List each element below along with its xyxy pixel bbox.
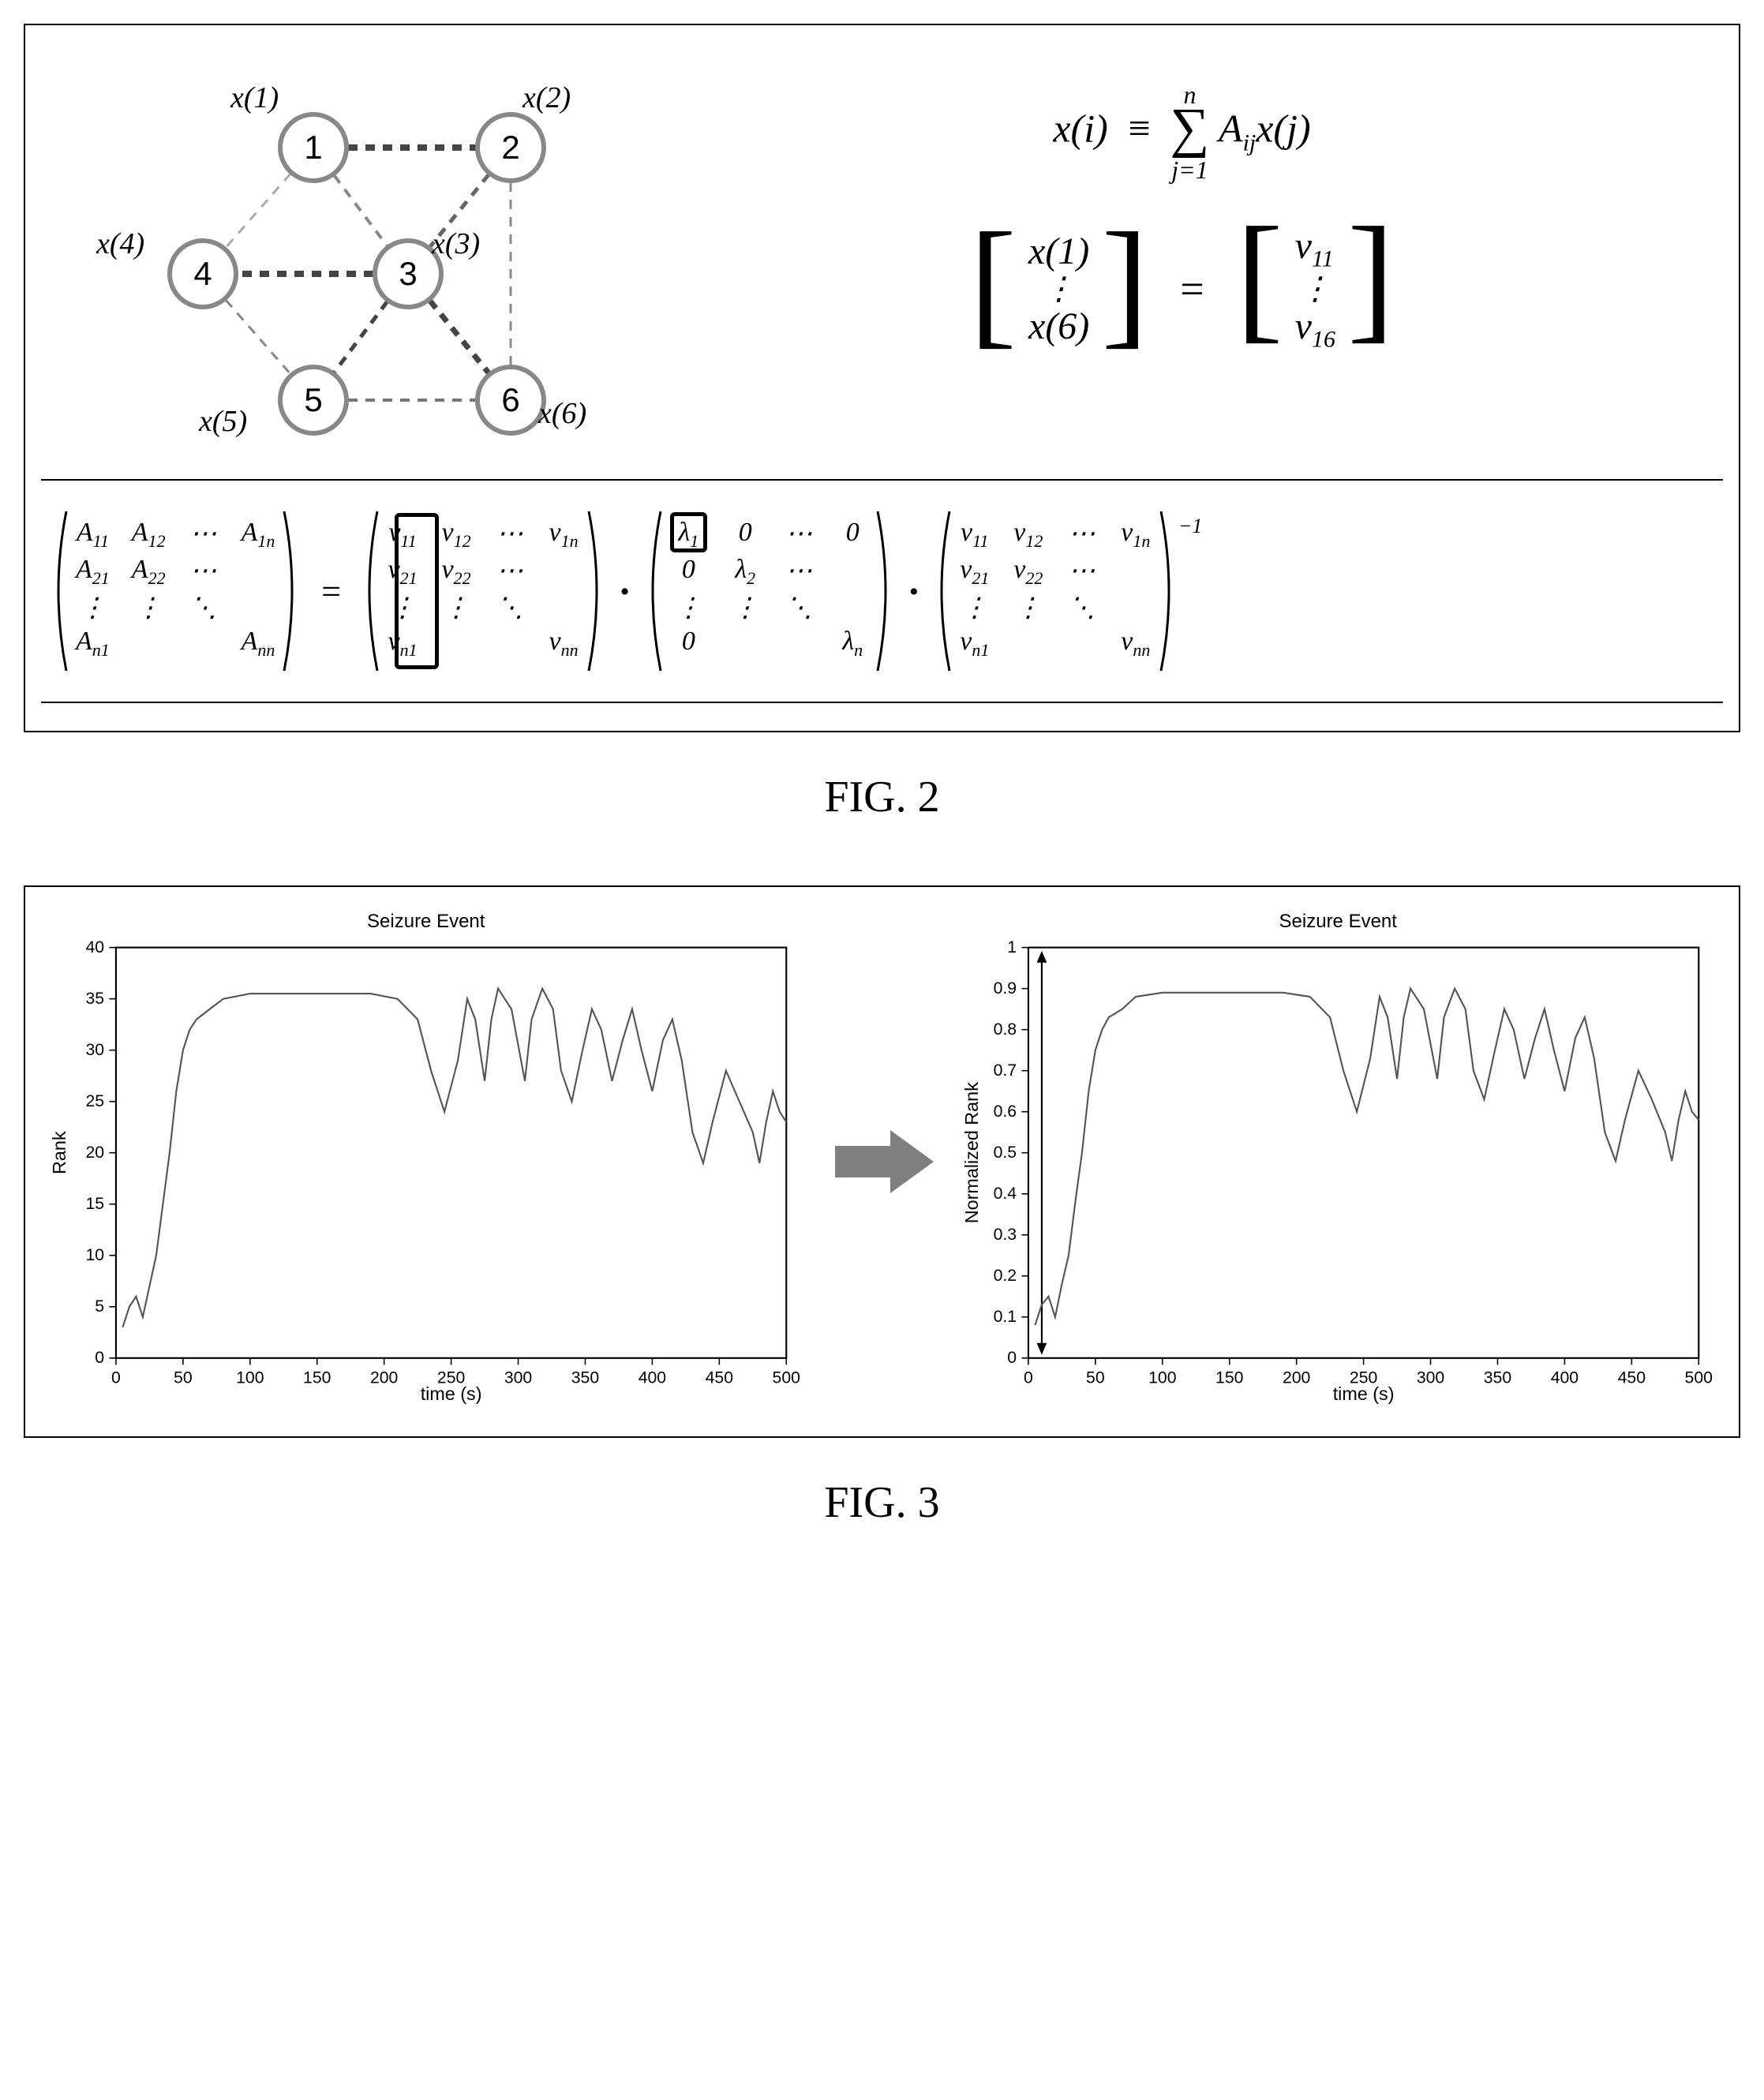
svg-text:50: 50 xyxy=(174,1369,193,1387)
equiv-sign: ≡ xyxy=(1125,106,1152,150)
svg-text:20: 20 xyxy=(85,1144,104,1162)
right-vector: [ v11 ⋮ v16 ] xyxy=(1236,216,1395,361)
svg-text:1: 1 xyxy=(1007,939,1017,956)
figure-2-container: 1x(1)2x(2)3x(3)4x(4)5x(5)6x(6) x(i) ≡ n … xyxy=(24,24,1740,732)
svg-text:200: 200 xyxy=(370,1369,398,1387)
svg-text:400: 400 xyxy=(639,1369,666,1387)
svg-text:10: 10 xyxy=(85,1246,104,1264)
svg-text:0.6: 0.6 xyxy=(993,1102,1017,1121)
left-chart: Seizure Event 05010015020025030035040045… xyxy=(49,911,803,1413)
right-chart-title: Seizure Event xyxy=(961,911,1716,933)
v16-entry: v16 xyxy=(1295,305,1335,354)
bracket-right-icon: ] xyxy=(1347,216,1395,361)
left-chart-svg: 0501001502002503003504004505000510152025… xyxy=(49,939,803,1409)
sum-lower: j=1 xyxy=(1170,155,1210,185)
sum-term-sub: ij xyxy=(1243,129,1257,155)
fig3-caption: FIG. 3 xyxy=(24,1477,1740,1528)
svg-text:200: 200 xyxy=(1282,1369,1309,1387)
fig2-top-row: 1x(1)2x(2)3x(3)4x(4)5x(5)6x(6) x(i) ≡ n … xyxy=(41,41,1723,467)
graph-node-label: x(3) xyxy=(432,226,480,261)
graph-node: 5 xyxy=(278,365,349,436)
left-vector: [ x(1) ⋮ x(6) ] xyxy=(969,222,1148,356)
svg-text:0: 0 xyxy=(1007,1349,1017,1367)
svg-text:time (s): time (s) xyxy=(421,1383,482,1404)
svg-text:40: 40 xyxy=(85,939,104,956)
sigma-symbol: ∑ xyxy=(1170,98,1210,159)
svg-text:0.8: 0.8 xyxy=(993,1020,1017,1039)
figure-3-container: Seizure Event 05010015020025030035040045… xyxy=(24,885,1740,1438)
left-chart-title: Seizure Event xyxy=(49,911,803,933)
sum-term-A: A xyxy=(1219,106,1243,150)
graph-node-label: x(6) xyxy=(538,396,586,431)
arrow-icon xyxy=(827,1122,938,1201)
svg-text:400: 400 xyxy=(1550,1369,1578,1387)
network-graph: 1x(1)2x(2)3x(3)4x(4)5x(5)6x(6) xyxy=(73,57,625,451)
svg-text:Normalized Rank: Normalized Rank xyxy=(961,1082,982,1223)
sum-term-xj: x(j) xyxy=(1256,106,1310,150)
equals-sign: = xyxy=(1180,264,1204,313)
svg-text:0.7: 0.7 xyxy=(993,1061,1017,1080)
sum-lhs: x(i) xyxy=(1053,106,1107,150)
svg-text:350: 350 xyxy=(1483,1369,1511,1387)
graph-node-label: x(4) xyxy=(96,226,144,261)
svg-text:100: 100 xyxy=(1148,1369,1176,1387)
svg-text:time (s): time (s) xyxy=(1332,1383,1394,1404)
svg-text:350: 350 xyxy=(571,1369,599,1387)
equations-area: x(i) ≡ n ∑ j=1 Aijx(j) [ x(1) ⋮ x(6) xyxy=(672,57,1691,384)
svg-text:5: 5 xyxy=(95,1297,104,1316)
right-chart-svg: 05010015020025030035040045050000.10.20.3… xyxy=(961,939,1716,1409)
svg-text:150: 150 xyxy=(1215,1369,1243,1387)
svg-text:150: 150 xyxy=(303,1369,331,1387)
svg-text:Rank: Rank xyxy=(49,1131,69,1174)
summation-equation: x(i) ≡ n ∑ j=1 Aijx(j) xyxy=(688,80,1676,185)
fig2-caption: FIG. 2 xyxy=(24,772,1740,822)
svg-text:500: 500 xyxy=(773,1369,800,1387)
divider xyxy=(41,479,1723,481)
sigma-block: n ∑ j=1 xyxy=(1170,80,1210,185)
divider xyxy=(41,702,1723,703)
svg-text:50: 50 xyxy=(1086,1369,1105,1387)
svg-text:30: 30 xyxy=(85,1041,104,1059)
svg-text:500: 500 xyxy=(1684,1369,1712,1387)
svg-text:450: 450 xyxy=(706,1369,733,1387)
x6-entry: x(6) xyxy=(1028,305,1089,348)
vdots-icon: ⋮ xyxy=(1295,273,1335,305)
bracket-left-icon: [ xyxy=(969,222,1017,356)
x1-entry: x(1) xyxy=(1028,230,1089,273)
bracket-right-icon: ] xyxy=(1101,222,1148,356)
svg-text:0: 0 xyxy=(111,1369,121,1387)
graph-node: 1 xyxy=(278,112,349,183)
right-chart: Seizure Event 05010015020025030035040045… xyxy=(961,911,1716,1413)
graph-node: 6 xyxy=(475,365,546,436)
svg-text:15: 15 xyxy=(85,1195,104,1213)
decomposition-equation: A11A12⋯A1nA21A22⋯⋮⋮⋱An1Ann=v11v12⋯v1nv21… xyxy=(49,508,1715,674)
graph-node: 4 xyxy=(167,238,238,309)
svg-text:300: 300 xyxy=(504,1369,532,1387)
svg-text:0.4: 0.4 xyxy=(993,1185,1017,1203)
svg-text:0.3: 0.3 xyxy=(993,1226,1017,1244)
v11-entry: v11 xyxy=(1295,224,1335,273)
graph-node-label: x(2) xyxy=(522,80,571,115)
graph-node-label: x(1) xyxy=(230,80,279,115)
svg-text:0: 0 xyxy=(1024,1369,1033,1387)
svg-text:0: 0 xyxy=(95,1349,104,1367)
svg-text:35: 35 xyxy=(85,990,104,1008)
svg-text:0.1: 0.1 xyxy=(993,1308,1017,1326)
graph-node-label: x(5) xyxy=(199,404,247,439)
vdots-icon: ⋮ xyxy=(1028,273,1089,305)
svg-text:0.2: 0.2 xyxy=(993,1267,1017,1285)
svg-text:25: 25 xyxy=(85,1092,104,1110)
fig2-decomposition-row: A11A12⋯A1nA21A22⋯⋮⋮⋱An1Ann=v11v12⋯v1nv21… xyxy=(41,492,1723,690)
graph-node: 2 xyxy=(475,112,546,183)
svg-text:0.5: 0.5 xyxy=(993,1144,1017,1162)
svg-text:300: 300 xyxy=(1416,1369,1444,1387)
vector-equation: [ x(1) ⋮ x(6) ] = [ v11 ⋮ v16 xyxy=(688,216,1676,361)
arrow-between-charts xyxy=(827,1122,938,1201)
svg-text:0.9: 0.9 xyxy=(993,979,1017,998)
bracket-left-icon: [ xyxy=(1236,216,1283,361)
svg-text:450: 450 xyxy=(1617,1369,1645,1387)
svg-text:100: 100 xyxy=(236,1369,264,1387)
